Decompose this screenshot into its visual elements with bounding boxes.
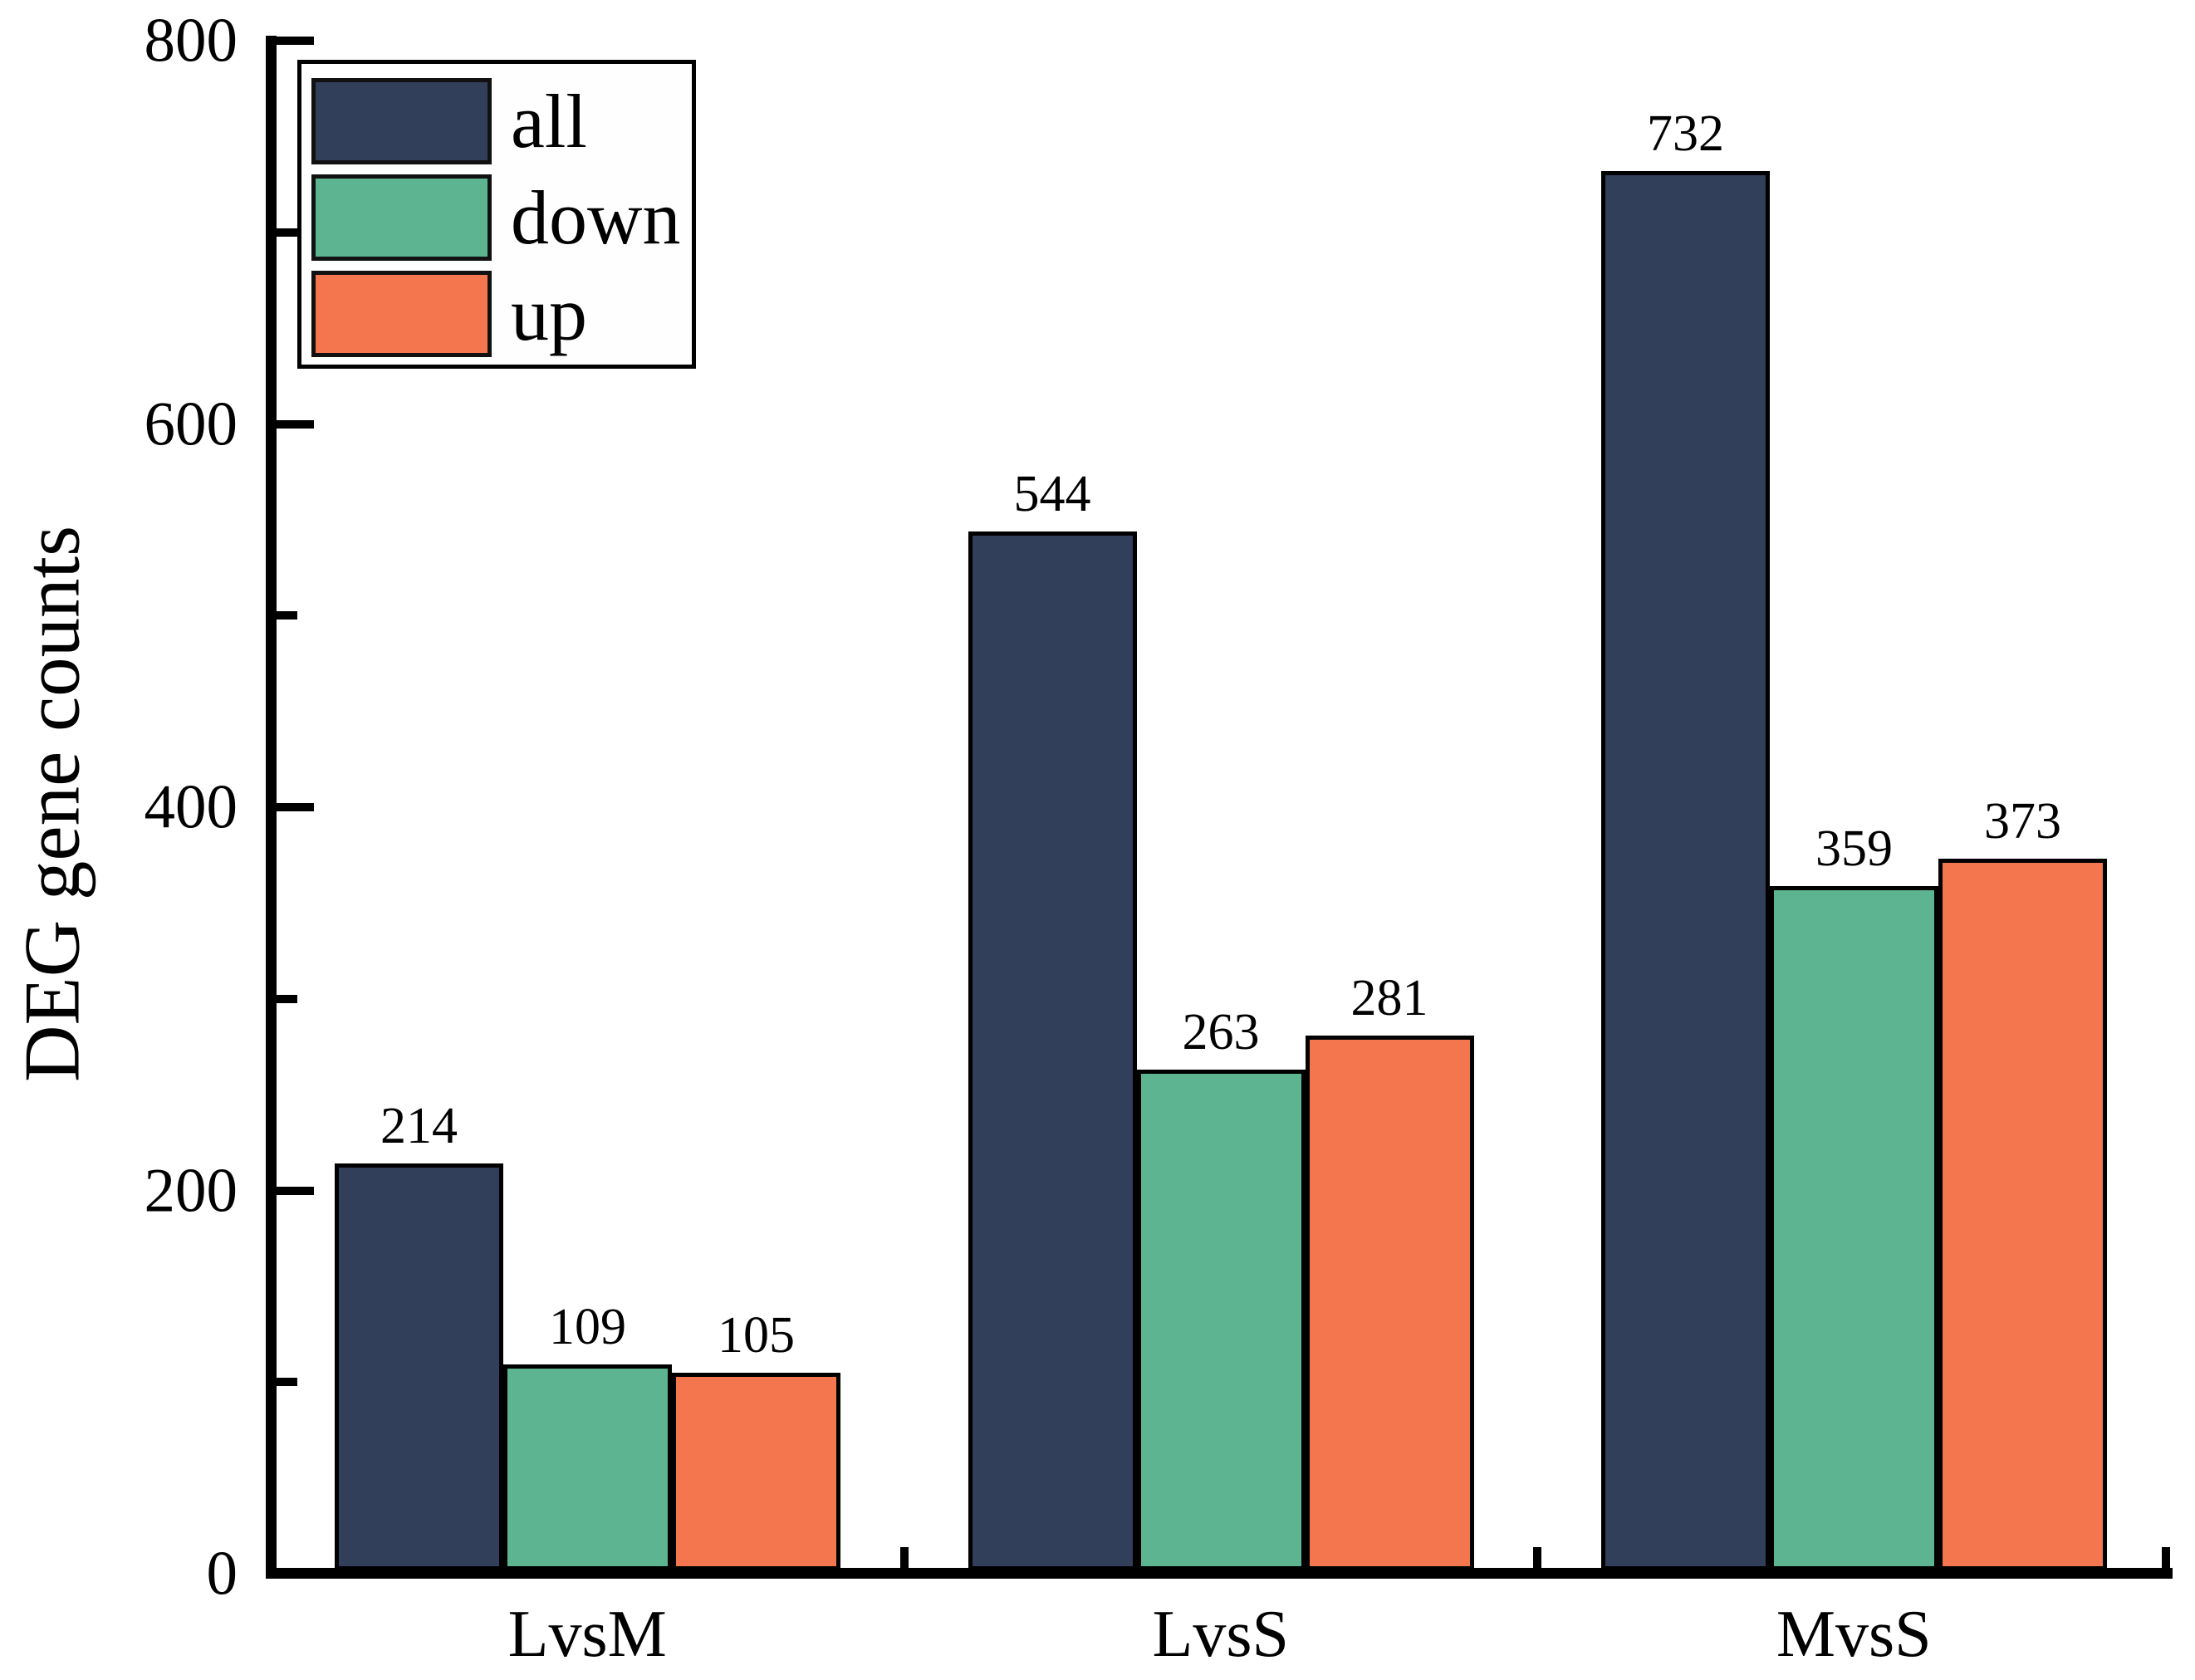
bar-value-label: 263 [1182, 1004, 1260, 1061]
y-axis-line [266, 36, 277, 1579]
y-major-tick [275, 419, 314, 429]
bar-value-label: 281 [1350, 969, 1428, 1026]
y-minor-tick [275, 228, 297, 237]
bar-down-MvsS [1770, 885, 1938, 1571]
bar-all-LvsS [968, 531, 1137, 1571]
legend-row-up: up [301, 271, 692, 357]
x-tick-label: MvsS [1776, 1598, 1932, 1671]
x-minor-tick [899, 1546, 909, 1569]
y-tick-label: 0 [206, 1539, 238, 1609]
y-major-tick [275, 803, 314, 811]
y-minor-tick [275, 1378, 297, 1387]
y-minor-tick [275, 611, 297, 620]
x-tick-label: LvsS [1152, 1598, 1290, 1671]
legend-swatch-down [311, 174, 492, 261]
legend-row-all: all [301, 78, 692, 164]
bar-down-LvsS [1136, 1070, 1306, 1571]
legend-label: all [511, 79, 587, 164]
y-tick-label: 400 [144, 772, 238, 842]
bar-value-label: 373 [1984, 793, 2061, 850]
legend-swatch-all [311, 78, 492, 164]
legend-label: down [511, 175, 681, 260]
y-minor-tick [275, 994, 297, 1003]
y-axis-title: DEG gene counts [7, 525, 96, 1083]
legend: all down up [297, 60, 696, 369]
y-tick-label: 800 [144, 6, 238, 76]
bar-all-MvsS [1601, 170, 1770, 1571]
bar-down-LvsM [503, 1364, 672, 1571]
bar-all-LvsM [335, 1163, 503, 1571]
bar-up-LvsS [1305, 1035, 1474, 1571]
x-minor-tick [1533, 1546, 1541, 1569]
bar-up-LvsM [672, 1372, 840, 1571]
bar-up-MvsS [1938, 859, 2107, 1571]
bar-value-label: 732 [1647, 105, 1724, 162]
x-tick-label: LvsM [507, 1598, 667, 1671]
legend-swatch-up [311, 271, 492, 357]
bar-value-label: 109 [549, 1299, 626, 1356]
y-tick-label: 600 [144, 389, 238, 458]
y-major-tick [275, 1186, 314, 1195]
bar-value-label: 544 [1013, 465, 1091, 522]
legend-label: up [511, 272, 587, 356]
y-tick-label: 200 [144, 1156, 238, 1225]
y-major-tick [275, 37, 314, 45]
bar-value-label: 359 [1815, 820, 1893, 877]
x-minor-tick [2161, 1546, 2170, 1569]
bar-value-label: 214 [380, 1098, 458, 1155]
legend-row-down: down [301, 174, 692, 261]
bar-value-label: 105 [718, 1306, 795, 1364]
